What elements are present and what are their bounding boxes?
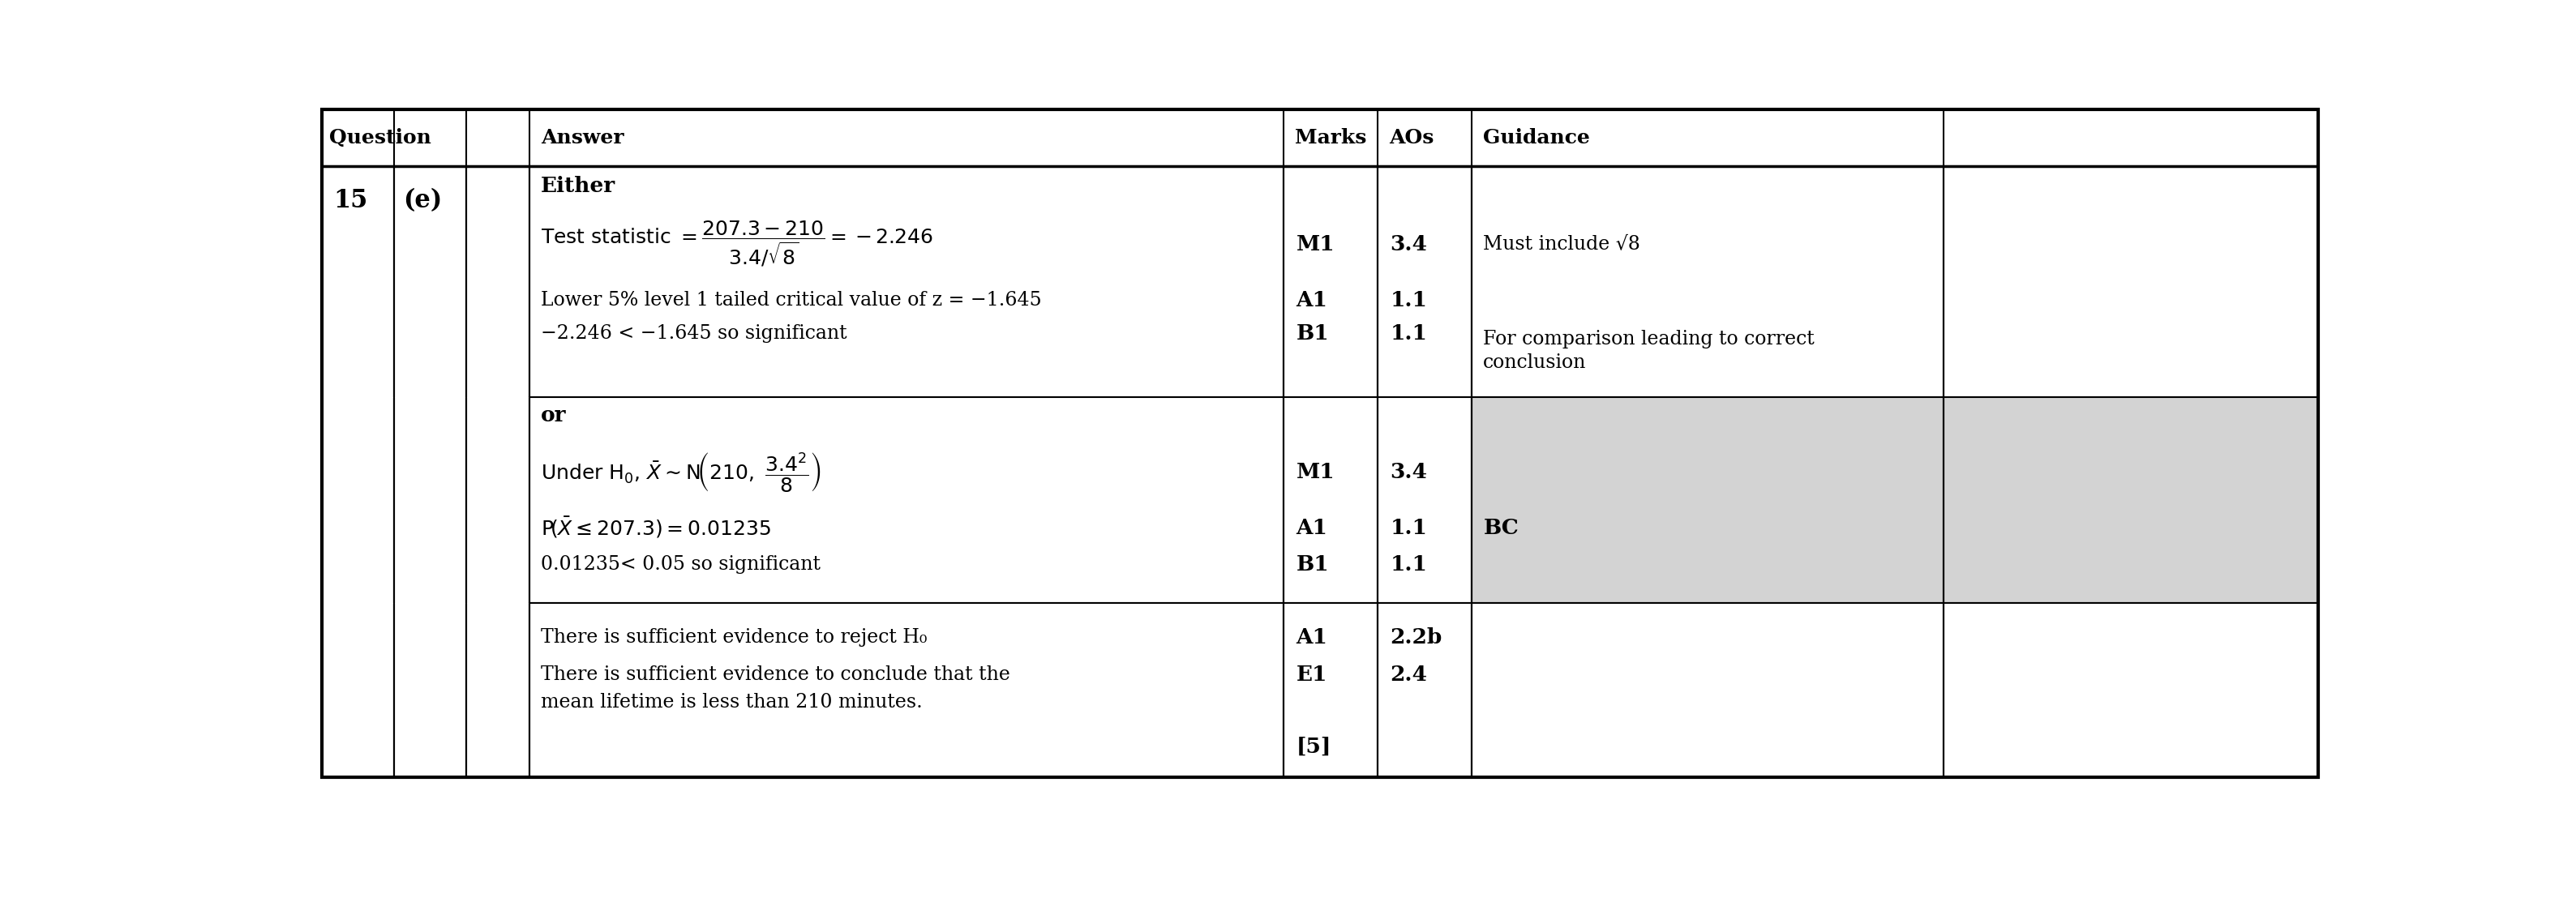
Text: Test statistic $= \dfrac{207.3-210}{3.4/\sqrt{8}} = -2.246$: Test statistic $= \dfrac{207.3-210}{3.4/… xyxy=(541,220,933,268)
Text: Under H$_0$, $\bar{X} \sim \mathrm{N}\!\left(210,\ \dfrac{3.4^2}{8}\right)$: Under H$_0$, $\bar{X} \sim \mathrm{N}\!\… xyxy=(541,450,822,493)
Text: 3.4: 3.4 xyxy=(1391,461,1427,482)
Text: Either: Either xyxy=(541,176,616,196)
Text: 1.1: 1.1 xyxy=(1391,554,1427,575)
Text: (e): (e) xyxy=(402,188,443,213)
Bar xyxy=(1942,166,2318,397)
Text: Lower 5% level 1 tailed critical value of z = −1.645: Lower 5% level 1 tailed critical value o… xyxy=(541,291,1041,309)
Text: Must include √8: Must include √8 xyxy=(1484,234,1641,253)
Text: There is sufficient evidence to reject H₀: There is sufficient evidence to reject H… xyxy=(541,628,927,646)
Bar xyxy=(1942,603,2318,778)
Text: 0.01235< 0.05 so significant: 0.01235< 0.05 so significant xyxy=(541,554,819,574)
Text: B1: B1 xyxy=(1296,554,1329,575)
Text: A1: A1 xyxy=(1296,518,1327,538)
Bar xyxy=(322,110,2318,166)
Text: M1: M1 xyxy=(1296,234,1334,254)
Text: A1: A1 xyxy=(1296,627,1327,647)
Bar xyxy=(1471,166,1942,397)
Text: conclusion: conclusion xyxy=(1484,353,1587,371)
Bar xyxy=(1283,603,1378,778)
Text: Marks: Marks xyxy=(1296,128,1365,147)
Text: 1.1: 1.1 xyxy=(1391,290,1427,310)
Bar xyxy=(531,166,1283,397)
Text: 3.4: 3.4 xyxy=(1391,234,1427,254)
Text: [5]: [5] xyxy=(1296,737,1332,757)
Bar xyxy=(1378,603,1471,778)
Bar xyxy=(1283,166,1378,397)
Text: 15: 15 xyxy=(332,188,368,213)
Text: Answer: Answer xyxy=(541,128,623,147)
Bar xyxy=(1378,397,1471,603)
Bar xyxy=(1942,397,2318,603)
Bar xyxy=(531,397,1283,603)
Text: BC: BC xyxy=(1484,518,1520,538)
Text: M1: M1 xyxy=(1296,461,1334,482)
Text: 2.4: 2.4 xyxy=(1391,664,1427,684)
Bar xyxy=(394,166,466,778)
Text: P$\!\left(\bar{X} \leq 207.3\right) = 0.01235$: P$\!\left(\bar{X} \leq 207.3\right) = 0.… xyxy=(541,516,770,540)
Bar xyxy=(466,166,531,778)
Text: mean lifetime is less than 210 minutes.: mean lifetime is less than 210 minutes. xyxy=(541,694,922,712)
Text: AOs: AOs xyxy=(1388,128,1435,147)
Bar xyxy=(1471,603,1942,778)
Bar xyxy=(531,603,1283,778)
Text: 1.1: 1.1 xyxy=(1391,518,1427,538)
Bar xyxy=(1378,166,1471,397)
Text: Guidance: Guidance xyxy=(1484,128,1589,147)
Bar xyxy=(1283,397,1378,603)
Text: −2.246 < −1.645 so significant: −2.246 < −1.645 so significant xyxy=(541,324,848,342)
Text: There is sufficient evidence to conclude that the: There is sufficient evidence to conclude… xyxy=(541,665,1010,684)
Text: For comparison leading to correct: For comparison leading to correct xyxy=(1484,330,1814,349)
Bar xyxy=(1471,397,1942,603)
Text: E1: E1 xyxy=(1296,664,1327,684)
Bar xyxy=(322,166,394,778)
Text: or: or xyxy=(541,405,567,425)
Text: 1.1: 1.1 xyxy=(1391,323,1427,343)
Text: A1: A1 xyxy=(1296,290,1327,310)
Text: 2.2b: 2.2b xyxy=(1391,627,1443,647)
Text: B1: B1 xyxy=(1296,323,1329,343)
Text: Question: Question xyxy=(330,128,433,147)
